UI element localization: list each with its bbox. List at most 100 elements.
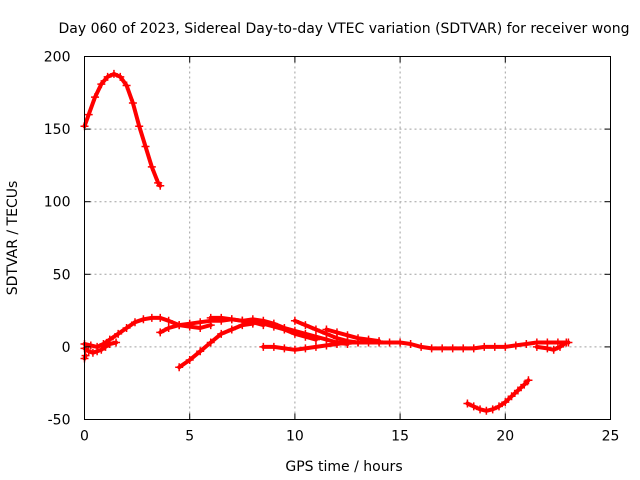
data-point [156, 328, 165, 337]
data-point [128, 98, 137, 107]
data-point [227, 315, 236, 324]
data-point [459, 344, 468, 353]
data-point [156, 313, 165, 322]
series-arc-10 [259, 338, 573, 354]
data-point [480, 342, 489, 351]
data-point [116, 72, 125, 81]
data-point [122, 81, 131, 90]
series-arc-5 [175, 319, 257, 372]
data-point [562, 338, 571, 347]
data-point [364, 338, 373, 347]
data-point [88, 348, 97, 357]
data-point [354, 338, 363, 347]
y-tick-label: 0 [62, 340, 71, 356]
data-point [343, 338, 352, 347]
data-point [156, 181, 165, 190]
data-point [520, 380, 529, 389]
data-point [332, 328, 341, 337]
data-point [490, 342, 499, 351]
data-point [513, 386, 522, 395]
y-tick-label: -50 [48, 413, 71, 429]
data-point [185, 355, 194, 364]
data-point [164, 324, 173, 333]
data-point [269, 319, 278, 328]
data-point [311, 325, 320, 334]
data-point [206, 313, 215, 322]
data-point [130, 318, 139, 327]
y-tick-label: 150 [44, 122, 71, 138]
data-point [417, 342, 426, 351]
data-point [196, 318, 205, 327]
data-point [375, 338, 384, 347]
series-arc-1 [80, 69, 165, 190]
data-point [139, 315, 148, 324]
data-point [290, 345, 299, 354]
x-axis-label: GPS time / hours [285, 459, 402, 475]
data-point [175, 363, 184, 372]
y-tick-label: 50 [53, 267, 71, 283]
data-point [385, 338, 394, 347]
data-point [259, 342, 268, 351]
data-point [488, 405, 497, 414]
plot-frame [84, 56, 611, 420]
data-point [105, 339, 114, 348]
data-point [482, 406, 491, 415]
data-point [438, 344, 447, 353]
series-line [82, 71, 163, 188]
y-tick-label: 200 [44, 50, 71, 66]
data-point [301, 321, 310, 330]
data-point [196, 347, 205, 356]
data-point [290, 326, 299, 335]
data-point [311, 342, 320, 351]
data-point [185, 319, 194, 328]
data-point [290, 316, 299, 325]
data-point [448, 344, 457, 353]
data-point [311, 332, 320, 341]
series-arc-11 [532, 338, 571, 354]
x-tick-label: 0 [80, 429, 89, 445]
data-point [109, 69, 118, 78]
data-point [97, 345, 106, 354]
data-point [322, 325, 331, 334]
data-point [322, 341, 331, 350]
y-axis-label: SDTVAR / TECUs [5, 181, 21, 296]
data-point [248, 315, 257, 324]
data-point [343, 331, 352, 340]
data-point [217, 313, 226, 322]
data-point [301, 344, 310, 353]
data-point [112, 338, 121, 347]
y-tick-label: 100 [44, 195, 71, 211]
x-tick-label: 10 [286, 429, 304, 445]
data-point [532, 342, 541, 351]
data-point [543, 344, 552, 353]
data-point [522, 339, 531, 348]
series-arc-9 [322, 325, 384, 346]
data-point [427, 344, 436, 353]
data-point [406, 339, 415, 348]
data-point [553, 338, 562, 347]
data-point [556, 342, 565, 351]
data-point [259, 316, 268, 325]
data-point [101, 342, 110, 351]
data-point [280, 324, 289, 333]
x-tick-label: 5 [185, 429, 194, 445]
data-point [206, 338, 215, 347]
data-point [91, 93, 100, 102]
data-point [81, 351, 90, 360]
axis-ticks: 0 5 10 15 20 25 -50 0 50 100 150 200 [44, 50, 620, 445]
grid [84, 56, 611, 420]
data-point [114, 329, 123, 338]
data-point [332, 339, 341, 348]
data-point [549, 345, 558, 354]
data-point [147, 162, 156, 171]
data-point [511, 341, 520, 350]
data-point [507, 392, 516, 401]
data-point [141, 142, 150, 151]
data-point [463, 399, 472, 408]
data-point [469, 402, 478, 411]
x-tick-label: 20 [496, 429, 514, 445]
data-point [494, 402, 503, 411]
data-point [86, 341, 95, 350]
series-arc-2 [80, 313, 215, 351]
